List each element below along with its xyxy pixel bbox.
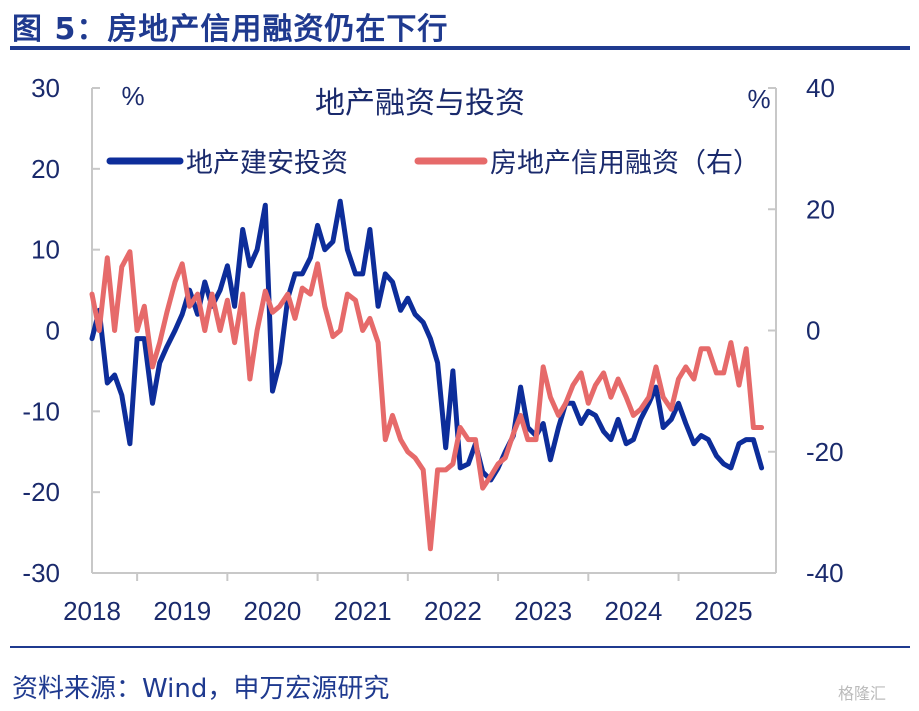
legend-label-series-1: 地产建安投资 — [186, 148, 348, 178]
tick-labels: 30 20 10 0 -10 -20 -30 40 20 0 -20 -40 2018 2019 2020 2… — [22, 73, 843, 626]
chart-title: 地产融资与投资 — [315, 87, 525, 120]
right-tick-label: -20 — [806, 437, 844, 467]
x-tick-label: 2022 — [424, 596, 482, 626]
x-tick-label: 2025 — [695, 596, 753, 626]
x-tick-label: 2021 — [334, 596, 392, 626]
figure-title: 图 5：房地产信用融资仍在下行 — [12, 12, 449, 47]
right-tick-label: 40 — [806, 73, 835, 103]
source-note: 资料来源：Wind，申万宏源研究 — [12, 674, 390, 704]
watermark-text: 格隆汇 — [838, 684, 887, 703]
series-line-2 — [89, 249, 765, 552]
title-rule — [10, 46, 910, 50]
right-axis-unit: % — [747, 84, 770, 114]
left-tick-label: 20 — [31, 154, 60, 184]
series-line-1 — [89, 198, 765, 483]
right-tick-label: -40 — [806, 558, 844, 588]
chart-series — [89, 198, 765, 552]
left-tick-label: -20 — [22, 477, 60, 507]
x-tick-label: 2024 — [605, 596, 663, 626]
x-tick-label: 2018 — [63, 596, 121, 626]
legend: 地产建安投资 房地产信用融资（右） — [106, 148, 760, 178]
x-tick-label: 2020 — [244, 596, 302, 626]
right-tick-label: 0 — [806, 316, 820, 346]
legend-label-series-2: 房地产信用融资（右） — [490, 148, 760, 178]
left-tick-label: 30 — [31, 73, 60, 103]
left-tick-label: -10 — [22, 396, 60, 426]
left-tick-label: 10 — [31, 235, 60, 265]
right-tick-label: 20 — [806, 194, 835, 224]
footer-rule — [10, 646, 910, 648]
left-tick-label: 0 — [46, 316, 60, 346]
left-axis-unit: % — [121, 81, 144, 111]
left-tick-label: -30 — [22, 558, 60, 588]
x-tick-label: 2019 — [153, 596, 211, 626]
x-tick-label: 2023 — [514, 596, 572, 626]
chart-axes — [91, 87, 777, 581]
